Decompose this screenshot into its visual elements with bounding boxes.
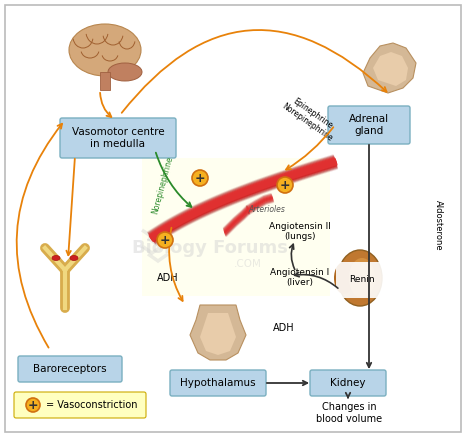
Text: Angiotensin II
(lungs): Angiotensin II (lungs) [269, 222, 331, 241]
Text: Vasomotor centre
in medulla: Vasomotor centre in medulla [72, 127, 164, 149]
Ellipse shape [334, 262, 354, 294]
Text: Hypothalamus: Hypothalamus [180, 378, 256, 388]
Ellipse shape [69, 24, 141, 76]
Text: Adrenal
gland: Adrenal gland [349, 114, 389, 136]
Ellipse shape [360, 262, 372, 278]
Ellipse shape [108, 63, 142, 81]
Text: Aldosterone: Aldosterone [433, 200, 443, 250]
Bar [100, 72, 110, 90]
Text: ADH: ADH [273, 323, 295, 333]
Text: = Vasoconstriction: = Vasoconstriction [46, 400, 137, 410]
Text: Epinephrine
Norepinephrine: Epinephrine Norepinephrine [280, 93, 340, 143]
Polygon shape [190, 305, 246, 360]
Text: Renin: Renin [349, 275, 375, 284]
FancyBboxPatch shape [18, 356, 122, 382]
Text: ADH: ADH [157, 273, 179, 283]
Circle shape [157, 232, 173, 248]
Text: +: + [27, 399, 38, 412]
Polygon shape [363, 43, 416, 93]
Text: Baroreceptors: Baroreceptors [33, 364, 107, 374]
Bar [142, 158, 330, 296]
Text: +: + [160, 234, 170, 247]
Text: Biology Forums: Biology Forums [132, 239, 288, 257]
Text: .COM: .COM [234, 259, 262, 269]
Circle shape [277, 177, 293, 193]
Text: +: + [195, 172, 206, 185]
FancyBboxPatch shape [14, 392, 146, 418]
Circle shape [26, 398, 40, 412]
FancyBboxPatch shape [60, 118, 176, 158]
Text: Norepinephrine: Norepinephrine [151, 155, 175, 215]
Polygon shape [200, 313, 236, 355]
Ellipse shape [70, 256, 78, 260]
Circle shape [192, 170, 208, 186]
Text: Kidney: Kidney [330, 378, 366, 388]
Text: +: + [280, 179, 290, 192]
FancyBboxPatch shape [310, 370, 386, 396]
Ellipse shape [52, 256, 60, 260]
Polygon shape [373, 52, 408, 86]
Ellipse shape [338, 250, 382, 306]
Ellipse shape [349, 258, 375, 298]
Text: Changes in
blood volume: Changes in blood volume [316, 402, 382, 423]
FancyBboxPatch shape [328, 106, 410, 144]
Text: Arterioles: Arterioles [248, 205, 285, 215]
FancyBboxPatch shape [170, 370, 266, 396]
Text: Angiotensin I
(liver): Angiotensin I (liver) [270, 268, 329, 288]
